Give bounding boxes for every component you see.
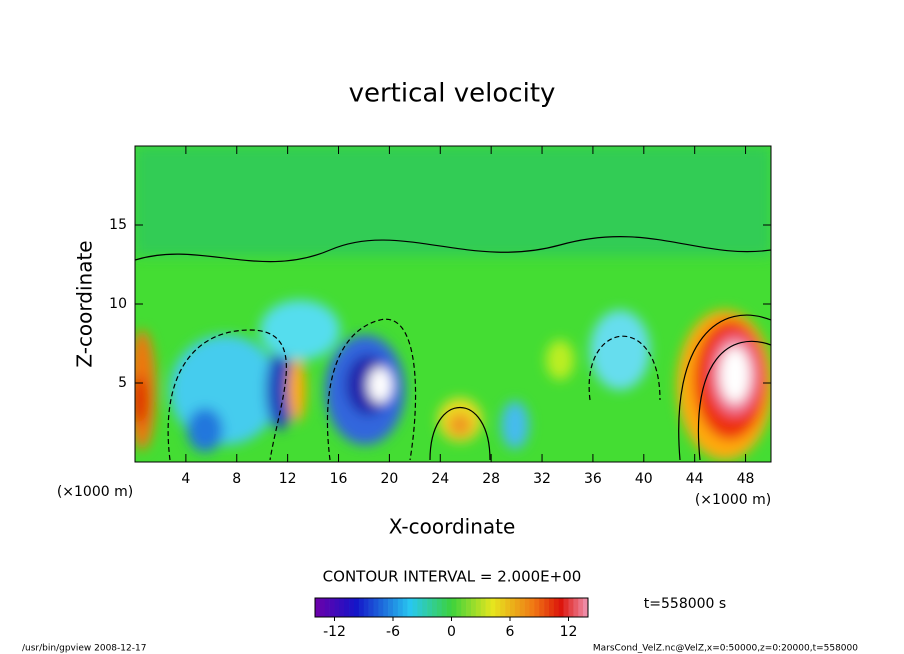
colorbar-tick-label: -12 — [323, 624, 346, 640]
colorbar-cell — [505, 598, 511, 617]
x-tick-label: 32 — [533, 471, 551, 487]
colorbar-cell — [393, 598, 399, 617]
colorbar-cell — [583, 598, 589, 617]
x-tick-label: 12 — [279, 471, 297, 487]
colorbar-cell — [383, 598, 389, 617]
colorbar-cell — [553, 598, 560, 617]
colorbar-cell — [354, 598, 360, 617]
colorbar-cell — [456, 598, 462, 617]
x-tick-label: 20 — [380, 471, 398, 487]
colorbar-cell — [466, 598, 472, 617]
colorbar-cell — [436, 598, 443, 617]
colorbar-tick-label: -6 — [386, 624, 400, 640]
colorbar-cell — [407, 598, 413, 617]
colorbar-cell — [349, 598, 355, 617]
colorbar-cell — [490, 598, 496, 617]
colorbar-cell — [397, 598, 404, 617]
colorbar-cell — [519, 598, 525, 617]
colorbar-cell — [495, 598, 501, 617]
colorbar-cell — [558, 598, 564, 617]
colorbar-cell — [563, 598, 569, 617]
colorbar-cell — [446, 598, 452, 617]
colorbar-cell — [432, 598, 438, 617]
y-tick-label: 5 — [118, 375, 127, 391]
y-tick-label: 10 — [109, 296, 127, 312]
chart-title: vertical velocity — [349, 79, 556, 109]
colorbar-cell — [510, 598, 516, 617]
colorbar-cell — [417, 598, 423, 617]
colorbar-cell — [573, 598, 579, 617]
x-tick-label: 8 — [232, 471, 241, 487]
x-unit-left: (×1000 m) — [57, 484, 133, 500]
colorbar-cell — [378, 598, 384, 617]
colorbar-cell — [329, 598, 335, 617]
colorbar-cell — [319, 598, 326, 617]
field — [135, 146, 771, 462]
contour-interval: CONTOUR INTERVAL = 2.000E+00 — [323, 568, 582, 586]
x-tick-label: 24 — [431, 471, 449, 487]
colorbar-cell — [315, 598, 321, 617]
colorbar-tick-label: 6 — [506, 624, 515, 640]
y-tick-label: 15 — [109, 217, 127, 233]
footer-right: MarsCond_VelZ.nc@VelZ,x=0:50000,z=0:2000… — [593, 644, 858, 654]
footer-left: /usr/bin/gpview 2008-12-17 — [22, 644, 146, 654]
x-tick-label: 44 — [686, 471, 704, 487]
colorbar-cell — [451, 598, 457, 617]
x-tick-label: 28 — [482, 471, 500, 487]
y-axis-label: Z-coordinate — [73, 240, 97, 367]
colorbar-cell — [402, 598, 408, 617]
colorbar-cell — [412, 598, 418, 617]
colorbar-cell — [539, 598, 545, 617]
colorbar-cell — [529, 598, 535, 617]
colorbar-cell — [358, 598, 365, 617]
colorbar-cell — [514, 598, 521, 617]
colorbar-tick-label: 0 — [447, 624, 456, 640]
colorbar-cell — [441, 598, 447, 617]
colorbar-cell — [324, 598, 330, 617]
colorbar-cell — [471, 598, 477, 617]
colorbar-cell — [373, 598, 379, 617]
colorbar-cell — [578, 598, 584, 617]
colorbar-cell — [461, 598, 467, 617]
colorbar-cell — [544, 598, 550, 617]
colorbar-cell — [427, 598, 433, 617]
colorbar-cell — [422, 598, 428, 617]
x-unit-right: (×1000 m) — [695, 492, 771, 508]
colorbar-cell — [500, 598, 506, 617]
colorbar-cell — [485, 598, 491, 617]
colorbar-cell — [524, 598, 530, 617]
x-axis-label: X-coordinate — [389, 515, 516, 539]
colorbar-cell — [549, 598, 555, 617]
x-tick-label: 4 — [181, 471, 190, 487]
colorbar-tick-label: 12 — [560, 624, 578, 640]
x-tick-label: 16 — [330, 471, 348, 487]
colorbar-cell — [344, 598, 350, 617]
colorbar-cell — [334, 598, 340, 617]
colorbar-cell — [534, 598, 540, 617]
colorbar-cell — [480, 598, 486, 617]
colorbar-cell — [368, 598, 374, 617]
colorbar-cell — [339, 598, 345, 617]
x-tick-label: 40 — [635, 471, 653, 487]
time-label: t=558000 s — [644, 596, 726, 612]
colorbar-cell — [475, 598, 482, 617]
colorbar-cell — [568, 598, 574, 617]
x-tick-label: 48 — [737, 471, 755, 487]
x-tick-label: 36 — [584, 471, 602, 487]
colorbar-cell — [388, 598, 394, 617]
colorbar-cell — [363, 598, 369, 617]
